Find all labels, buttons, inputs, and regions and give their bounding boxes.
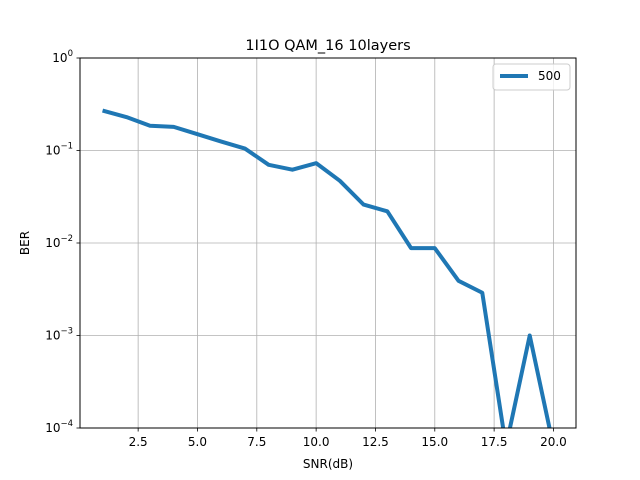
series-line-0 [102, 108, 552, 428]
legend-box [492, 63, 571, 91]
x-tick-label: 20.0 [540, 435, 567, 449]
x-tick-label: 7.5 [247, 435, 266, 449]
y-axis-label: BER [18, 231, 32, 255]
series-layer [102, 108, 552, 428]
y-tick-label: 100 [52, 49, 73, 65]
y-tick-label: 10−2 [45, 234, 73, 250]
grid [80, 57, 576, 429]
x-tick-label: 17.5 [481, 435, 508, 449]
y-axis-ticks: 10−4 10−3 10−2 10−1 100 [45, 49, 80, 435]
x-tick-label: 2.5 [129, 435, 148, 449]
x-tick-label: 5.0 [188, 435, 207, 449]
x-axis-ticks: 2.5 5.0 7.5 10.0 12.5 15.0 17.5 20.0 [129, 428, 567, 449]
x-tick-label: 10.0 [303, 435, 330, 449]
x-tick-label: 12.5 [362, 435, 389, 449]
legend-label: 500 [538, 69, 561, 83]
y-tick-label: 10−1 [45, 142, 73, 158]
y-tick-label: 10−3 [45, 327, 73, 343]
legend: 500 [492, 63, 571, 91]
y-tick-label: 10−4 [45, 419, 73, 435]
x-tick-label: 15.0 [421, 435, 448, 449]
chart-title: 1I1O QAM_16 10layers [245, 38, 410, 54]
x-axis-label: SNR(dB) [303, 457, 353, 471]
